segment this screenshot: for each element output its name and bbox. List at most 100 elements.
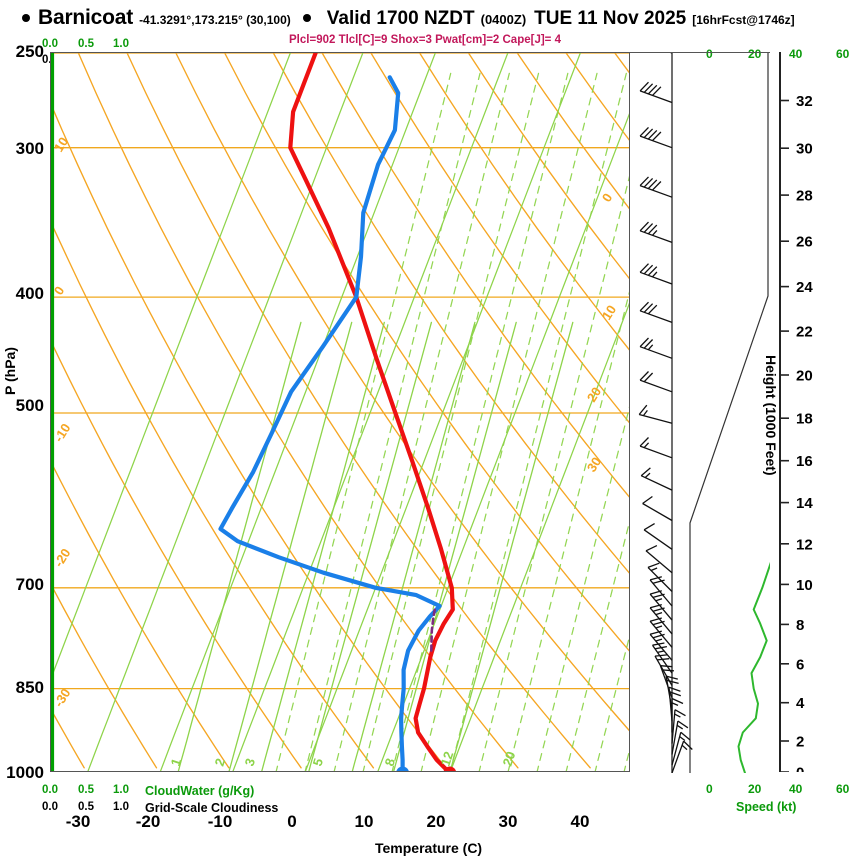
height-tick-label: 12: [796, 536, 813, 553]
pressure-tick-850: 850: [15, 678, 44, 697]
temperature-tick--30: -30: [65, 812, 91, 831]
wind-barb: [639, 263, 673, 285]
valid-time: Valid 1700 NZDT: [326, 8, 475, 29]
wind-barb: [643, 523, 673, 550]
height-tick-label: 32: [796, 93, 813, 110]
wind-barb-svg: [638, 53, 770, 773]
temperature-tick-10: 10: [354, 812, 374, 831]
mixing-ratio-lines: [177, 321, 574, 771]
wind-barb: [649, 576, 673, 607]
station-dot-icon: [22, 14, 30, 22]
height-tick-label: 22: [796, 324, 813, 341]
svg-text:8: 8: [382, 756, 399, 768]
height-tick-label: 20: [796, 368, 813, 385]
height-tick-label: 6: [796, 656, 804, 673]
dry-adiabat-lines: [51, 53, 629, 769]
pressure-tick-700: 700: [15, 575, 44, 594]
speed-top-tick-60: 60: [836, 47, 850, 61]
temperature-axis-title: Temperature (C): [375, 840, 483, 856]
speed-axis-title: Speed (kt): [736, 800, 797, 814]
pressure-axis-title: P (hPa): [2, 347, 18, 395]
sounding-curves: [218, 53, 456, 771]
height-axis-title: Height (1000 Feet): [763, 355, 779, 476]
height-tick-label: 16: [796, 453, 813, 470]
svg-text:20: 20: [584, 384, 604, 404]
height-tick-label: 10: [796, 577, 813, 594]
skewt-plot-area: 10 0 -10 -20 -30 0 10 20 30 1 2 3 5 8 12 20: [50, 52, 630, 772]
wind-barb: [639, 337, 673, 359]
station-name: Barnicoat: [38, 6, 134, 29]
wind-barb: [647, 562, 673, 592]
svg-text:1: 1: [168, 756, 185, 768]
header: Barnicoat -41.3291°,173.215° (30,100) Va…: [0, 6, 850, 34]
wind-panel-frame: [671, 53, 769, 773]
height-tick-label: 8: [796, 617, 804, 634]
svg-text:2: 2: [212, 756, 229, 768]
cloudwater-bottom-tick-1: 1.0: [113, 784, 129, 796]
wind-barbs: [638, 53, 693, 773]
forecast-tag: [16hrFcst@1746z]: [692, 13, 795, 27]
wind-barb: [649, 603, 673, 635]
sounding-parameters: Plcl=902 Tlcl[C]=9 Shox=3 Pwat[cm]=2 Cap…: [289, 34, 561, 46]
station-coordinates: -41.3291°,173.215° (30,100): [139, 13, 291, 27]
speed-top-tick-20: 20: [748, 47, 762, 61]
wind-barb: [639, 301, 673, 324]
speed-bottom-tick-60: 60: [836, 782, 850, 796]
wind-barb: [671, 709, 686, 744]
pressure-tick-250: 250: [15, 42, 44, 61]
valid-time-utc: (0400Z): [480, 12, 527, 27]
height-tick-label: 26: [796, 234, 813, 251]
svg-text:0: 0: [599, 191, 616, 205]
pressure-tick-400: 400: [15, 284, 44, 303]
svg-text:10: 10: [51, 134, 71, 154]
height-tick-label: 14: [796, 495, 813, 512]
svg-text:-30: -30: [51, 686, 74, 710]
height-tick-label: 2: [796, 734, 804, 751]
temperature-tick-30: 30: [498, 812, 518, 831]
wind-barb: [671, 720, 689, 755]
temperature-tick--10: -10: [207, 812, 233, 831]
wind-barb: [639, 126, 673, 149]
svg-text:5: 5: [310, 756, 327, 768]
pressure-tick-300: 300: [15, 139, 44, 158]
pressure-tick-1000: 1000: [6, 763, 44, 782]
temperature-tick-0: 0: [287, 812, 297, 831]
svg-text:-10: -10: [51, 421, 74, 445]
cloudiness-axis-title: Grid-Scale Cloudiness: [145, 801, 279, 815]
height-tick-label: 0: [796, 765, 804, 773]
height-tick-label: 28: [796, 188, 813, 205]
cloudiness-bottom-tick-1: 1.0: [113, 801, 129, 813]
height-tick-label: 30: [796, 141, 813, 158]
pressure-tick-500: 500: [15, 396, 44, 415]
wind-barb: [639, 371, 673, 393]
cloudwater-axis-title: CloudWater (g/Kg): [145, 784, 255, 798]
wind-barb: [649, 590, 673, 621]
temperature-tick-20: 20: [426, 812, 446, 831]
temperature-tick--20: -20: [135, 812, 161, 831]
wind-barb: [639, 221, 673, 244]
wind-barb: [671, 740, 693, 773]
wind-barb: [671, 731, 691, 766]
height-tick-label: 18: [796, 411, 813, 428]
wind-barb: [638, 404, 673, 424]
valid-date: TUE 11 Nov 2025: [534, 8, 687, 29]
wind-barb: [645, 545, 673, 574]
cloudiness-bottom-tick-05: 0.5: [78, 801, 94, 813]
wind-barb: [640, 467, 673, 491]
svg-text:-20: -20: [51, 546, 74, 570]
separator-dot-icon: [302, 14, 311, 22]
wind-speed-profile-line: [737, 561, 770, 773]
speed-top-tick-0: 0: [706, 47, 713, 61]
cloudwater-bottom-tick-05: 0.5: [78, 784, 94, 796]
speed-bottom-tick-20: 20: [748, 782, 762, 796]
cloudwater-top-tick-1: 1.0: [113, 38, 129, 50]
isobar-lines: [51, 53, 629, 690]
wind-barb: [639, 437, 673, 459]
svg-text:10: 10: [599, 302, 619, 322]
moist-adiabat-lines: [275, 72, 629, 771]
